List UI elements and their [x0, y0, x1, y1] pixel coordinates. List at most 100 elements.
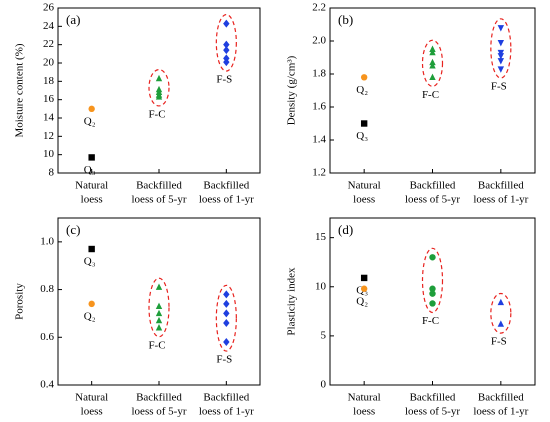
series-label: Q₂ — [84, 115, 96, 127]
y-tick-label: 24 — [43, 20, 55, 32]
point — [360, 74, 368, 81]
y-tick-label: 0.8 — [40, 283, 54, 295]
x-tick-label: Natural — [348, 180, 381, 192]
x-tick-label: Backfilled — [410, 392, 456, 404]
series-label: Q₂ — [84, 310, 96, 322]
point — [223, 309, 230, 318]
series-label: Q₃ — [84, 164, 96, 176]
y-tick-label: 14 — [43, 112, 55, 124]
group-label: F-C — [148, 108, 165, 120]
point — [429, 290, 436, 297]
point — [155, 309, 163, 317]
group-label: F-S — [491, 336, 507, 348]
panel-label: (a) — [66, 12, 80, 27]
x-tick-label: Backfilled — [203, 180, 249, 192]
group-label: F-S — [216, 74, 232, 86]
y-tick-label: 20 — [43, 57, 55, 69]
y-tick-label: 2.0 — [312, 35, 326, 47]
point — [223, 19, 230, 28]
y-tick-label: 10 — [315, 280, 327, 292]
point — [223, 299, 230, 308]
x-tick-label: Backfilled — [410, 180, 456, 192]
y-axis-label: Porosity — [14, 283, 26, 320]
y-tick-label: 1.4 — [312, 134, 326, 146]
group-ellipse — [490, 292, 512, 334]
point — [429, 48, 436, 56]
x-tick-label: Backfilled — [136, 392, 182, 404]
point — [223, 318, 230, 327]
y-tick-label: 1.2 — [312, 167, 326, 179]
panel-label: (c) — [66, 222, 80, 237]
point — [88, 300, 95, 308]
point — [155, 283, 163, 290]
group-ellipse — [148, 277, 170, 338]
group-label: F-C — [422, 315, 439, 327]
point — [360, 120, 368, 127]
x-tick-label: loess of 1-yr — [473, 194, 528, 206]
panel-label: (d) — [338, 222, 353, 237]
y-tick-label: 2.2 — [312, 2, 326, 14]
point — [155, 74, 163, 82]
y-tick-label: 10 — [43, 148, 55, 160]
point — [223, 58, 230, 67]
y-tick-label: 12 — [43, 130, 54, 142]
point — [497, 53, 505, 60]
point — [155, 93, 163, 100]
group-label: F-C — [422, 89, 439, 101]
point — [497, 25, 505, 32]
y-tick-label: 8 — [49, 167, 55, 179]
point — [88, 245, 95, 253]
point — [497, 66, 505, 73]
x-tick-label: Natural — [75, 392, 108, 404]
x-tick-label: loess of 1-yr — [199, 194, 254, 206]
y-tick-label: 22 — [43, 38, 54, 50]
y-axis-label: Density (g/cm³) — [286, 55, 298, 125]
x-tick-label: loess — [81, 194, 103, 206]
x-tick-label: loess — [81, 406, 103, 418]
y-tick-label: 5 — [321, 329, 327, 341]
group-label: F-C — [148, 339, 165, 351]
x-tick-label: loess — [353, 406, 375, 418]
x-tick-label: Backfilled — [203, 392, 249, 404]
y-tick-label: 0.4 — [40, 379, 54, 391]
point — [88, 105, 95, 113]
point — [497, 49, 505, 57]
point — [223, 40, 230, 49]
group-label: F-S — [216, 354, 232, 366]
x-tick-label: Backfilled — [136, 180, 182, 192]
y-tick-label: 0 — [321, 379, 327, 391]
group-ellipse — [215, 13, 237, 72]
group-ellipse — [215, 284, 237, 352]
group-ellipse — [490, 18, 512, 79]
point — [155, 324, 163, 331]
point — [429, 45, 436, 52]
point — [429, 62, 436, 69]
point — [155, 316, 163, 324]
y-tick-label: 16 — [43, 93, 55, 105]
series-label: Q₂ — [356, 84, 368, 96]
point — [155, 302, 163, 309]
group-ellipse — [148, 68, 170, 107]
x-tick-label: loess of 5-yr — [405, 406, 460, 418]
y-tick-label: 1.6 — [312, 101, 326, 113]
y-axis-label: Plasticity index — [286, 267, 298, 336]
point — [223, 290, 230, 299]
point — [429, 300, 436, 307]
x-tick-label: loess of 5-yr — [405, 194, 460, 206]
group-ellipse — [421, 39, 444, 87]
y-tick-label: 1.0 — [40, 235, 54, 247]
x-tick-label: Natural — [75, 180, 108, 192]
series-label: Q₃ — [84, 256, 96, 268]
point — [360, 274, 368, 282]
y-tick-label: 1.8 — [312, 68, 326, 80]
x-tick-label: loess of 1-yr — [199, 406, 254, 418]
y-tick-label: 26 — [43, 2, 55, 14]
point — [88, 154, 95, 161]
series-label: Q₃ — [356, 130, 368, 142]
point — [429, 73, 436, 80]
point — [497, 298, 505, 306]
series-label: Q₂ — [356, 295, 368, 307]
y-tick-label: 18 — [43, 75, 55, 87]
point — [360, 285, 368, 292]
